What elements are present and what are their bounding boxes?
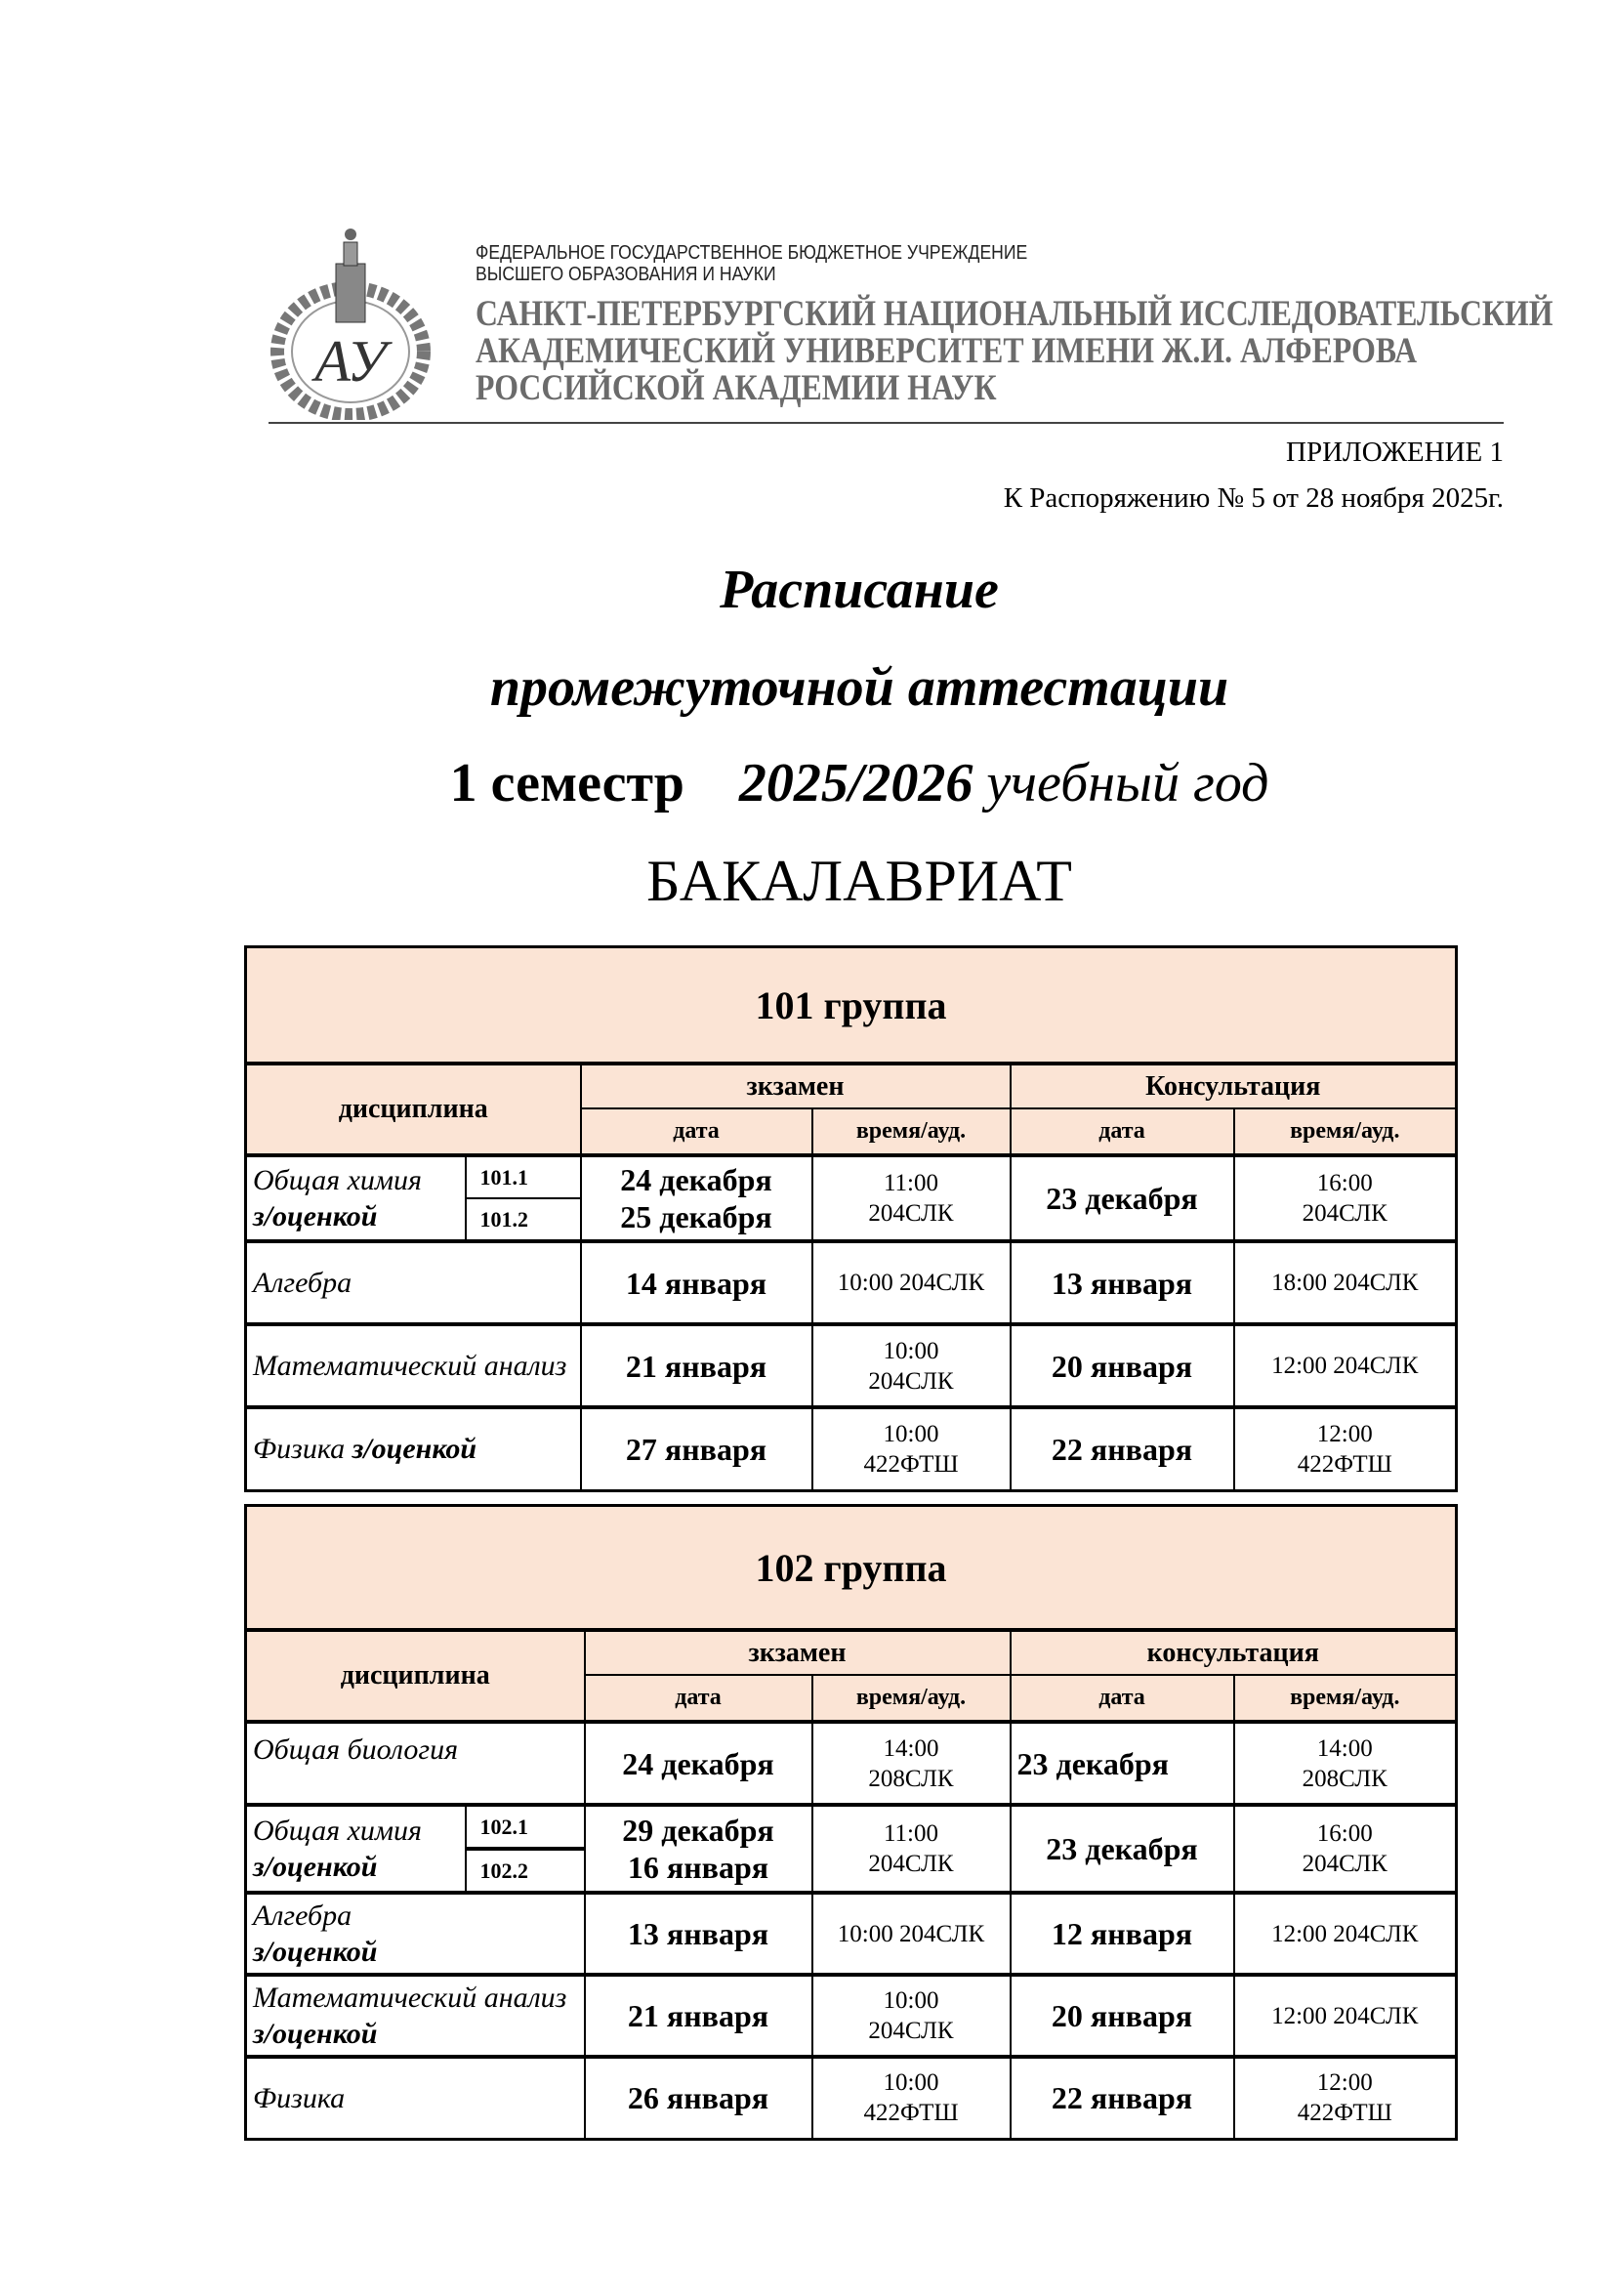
exam-date: 27 января [579, 1405, 813, 1491]
exam-date: 24 декабря 25 декабря [579, 1153, 813, 1242]
exam-date: 14 января [579, 1239, 813, 1325]
table-row: Общая химия з/оценкой 101.1 24 декабря 25 … [244, 1153, 1458, 1242]
title-line-2: промежуточной аттестации [489, 657, 1229, 718]
year-suffix: учебный год [986, 753, 1269, 814]
exam-date: 29 декабря 16 января [583, 1803, 813, 1894]
consult-time: 16:00 204СЛК [1232, 1803, 1458, 1894]
subgroup: 102.2 [464, 1848, 586, 1894]
group-title: 101 группа [244, 945, 1458, 1065]
title-line-3: 1 семестр 2025/2026 учебный год [0, 752, 1615, 814]
exam-date: 21 января [579, 1322, 813, 1408]
exam-time: 10:00 422ФТШ [810, 2055, 1012, 2140]
exam-time: 10:00 204СЛК [810, 1973, 1012, 2058]
schedule-table-102: 102 группа дисциплина зкзамен консультац… [244, 1504, 1459, 2141]
col-exam-date: дата [583, 1674, 813, 1723]
consult-date: 20 января [1009, 1973, 1235, 2058]
header-divider [269, 422, 1504, 424]
exam-date: 13 января [583, 1891, 813, 1976]
consult-time: 12:00 422ФТШ [1232, 2055, 1458, 2140]
discipline: Алгебра з/оценкой [244, 1891, 586, 1976]
consult-date: 23 декабря [1009, 1803, 1235, 1894]
col-exam: зкзамен [579, 1062, 1012, 1109]
discipline: Математический анализ з/оценкой [244, 1973, 586, 2058]
appendix-label: ПРИЛОЖЕНИЕ 1 [1286, 437, 1504, 468]
table-row: Алгебра з/оценкой 13 января 10:00 204СЛК … [244, 1891, 1458, 1976]
table-row: Математический анализ з/оценкой 21 январ… [244, 1973, 1458, 2058]
exam-time: 10:00 204СЛК [810, 1891, 1012, 1976]
order-reference: К Распоряжению № 5 от 28 ноября 2025г. [1003, 482, 1504, 514]
title-line-1: Расписание [720, 560, 999, 620]
col-exam-time: время/ауд. [810, 1674, 1012, 1723]
subgroup: 101.2 [464, 1197, 582, 1242]
discipline: Общая биология [244, 1720, 586, 1806]
table-row: Физика 26 января 10:00 422ФТШ 22 января 1… [244, 2055, 1458, 2140]
discipline: Математический анализ [244, 1322, 582, 1408]
exam-date: 21 января [583, 1973, 813, 2058]
consult-time: 16:00 204СЛК [1232, 1153, 1458, 1242]
svg-text:АУ: АУ [311, 329, 393, 394]
col-consult-date: дата [1009, 1107, 1235, 1156]
consult-date: 23 декабря [1009, 1720, 1235, 1806]
consult-time: 12:00 204СЛК [1232, 1973, 1458, 2058]
consult-time: 12:00 422ФТШ [1232, 1405, 1458, 1491]
schedule-table-101: 101 группа дисциплина зкзамен Консультац… [244, 945, 1459, 1492]
table-row: Физика з/оценкой 27 января 10:00 422ФТШ 2… [244, 1405, 1458, 1491]
academic-year: 2025/2026 [738, 753, 973, 814]
consult-date: 12 января [1009, 1891, 1235, 1976]
consult-date: 22 января [1009, 1405, 1235, 1491]
table-row: Алгебра 14 января 10:00 204СЛК 13 января… [244, 1239, 1458, 1325]
consult-time: 18:00 204СЛК [1232, 1239, 1458, 1325]
discipline: Физика [244, 2055, 586, 2140]
exam-time: 11:00 204СЛК [810, 1153, 1012, 1242]
consult-time: 12:00 204СЛК [1232, 1891, 1458, 1976]
col-exam: зкзамен [583, 1628, 1012, 1676]
university-logo: АУ [266, 225, 436, 422]
org-line-1: ФЕДЕРАЛЬНОЕ ГОСУДАРСТВЕННОЕ БЮДЖЕТНОЕ УЧ… [476, 242, 1028, 264]
subgroup: 101.1 [464, 1153, 582, 1199]
exam-date: 24 декабря [583, 1720, 813, 1806]
university-name-1: САНКТ-ПЕТЕРБУРГСКИЙ НАЦИОНАЛЬНЫЙ ИССЛЕДО… [476, 294, 1553, 334]
semester: 1 семестр [449, 753, 684, 814]
consult-date: 13 января [1009, 1239, 1235, 1325]
exam-time: 10:00 204СЛК [810, 1239, 1012, 1325]
university-name-3: РОССИЙСКОЙ АКАДЕМИИ НАУК [476, 368, 997, 408]
exam-time: 10:00 422ФТШ [810, 1405, 1012, 1491]
discipline: Алгебра [244, 1239, 582, 1325]
col-consultation: консультация [1009, 1628, 1458, 1676]
exam-time: 10:00 204СЛК [810, 1322, 1012, 1408]
subgroup: 102.1 [464, 1803, 586, 1851]
col-consult-date: дата [1009, 1674, 1235, 1723]
university-name-2: АКАДЕМИЧЕСКИЙ УНИВЕРСИТЕТ ИМЕНИ Ж.И. АЛФ… [476, 331, 1418, 371]
col-consultation: Консультация [1009, 1062, 1458, 1109]
table-row: Математический анализ 21 января 10:00 204… [244, 1322, 1458, 1408]
exam-date: 26 января [583, 2055, 813, 2140]
col-discipline: дисциплина [244, 1062, 582, 1156]
exam-time: 11:00 204СЛК [810, 1803, 1012, 1894]
table-row: Общая биология 24 декабря 14:00 208СЛК 23… [244, 1720, 1458, 1806]
col-consult-time: время/ауд. [1232, 1107, 1458, 1156]
discipline: Общая химия з/оценкой [244, 1803, 467, 1894]
col-consult-time: время/ауд. [1232, 1674, 1458, 1723]
consult-date: 23 декабря [1009, 1153, 1235, 1242]
consult-time: 14:00 208СЛК [1232, 1720, 1458, 1806]
consult-date: 20 января [1009, 1322, 1235, 1408]
table-row: Общая химия з/оценкой 102.1 29 декабря 16 … [244, 1803, 1458, 1894]
discipline: Общая химия з/оценкой [244, 1153, 467, 1242]
col-discipline: дисциплина [244, 1628, 586, 1723]
discipline: Физика з/оценкой [244, 1405, 582, 1491]
col-exam-date: дата [579, 1107, 813, 1156]
exam-time: 14:00 208СЛК [810, 1720, 1012, 1806]
col-exam-time: время/ауд. [810, 1107, 1012, 1156]
group-title: 102 группа [244, 1504, 1458, 1631]
consult-time: 12:00 204СЛК [1232, 1322, 1458, 1408]
education-level: БАКАЛАВРИАТ [646, 849, 1072, 913]
org-line-2: ВЫСШЕГО ОБРАЗОВАНИЯ И НАУКИ [476, 264, 776, 285]
consult-date: 22 января [1009, 2055, 1235, 2140]
